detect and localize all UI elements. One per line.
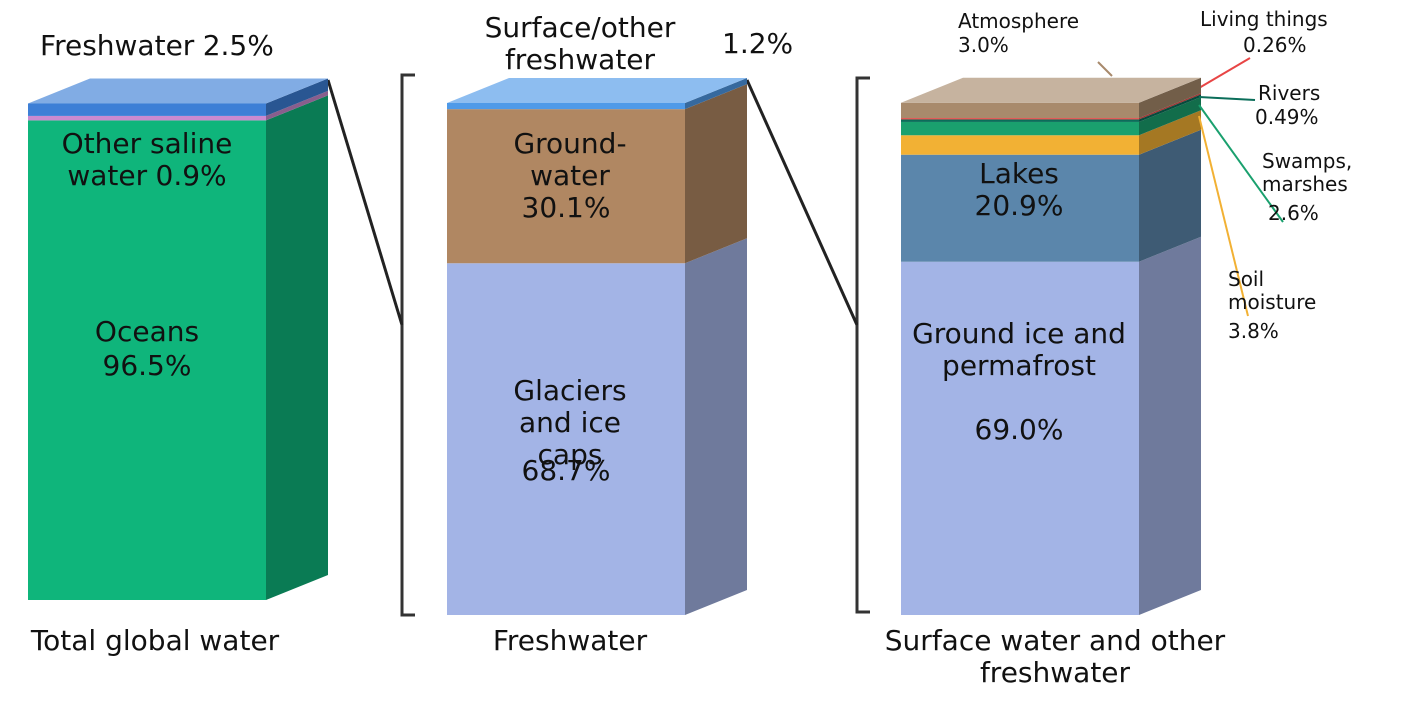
segment-name: Ground-water — [513, 127, 627, 193]
segment-side — [1139, 77, 1201, 119]
segment-name: Surface/other freshwater — [484, 11, 676, 77]
segment-label: Other saline water 0.9% — [28, 127, 266, 193]
segment-side — [685, 84, 747, 264]
category-label: Surface water and other freshwater — [884, 624, 1226, 690]
leader-line — [1198, 57, 1251, 89]
segment-name: Lakes — [979, 157, 1059, 190]
segment-name: Oceans — [94, 315, 200, 348]
segment-label: Freshwater 2.5% — [40, 29, 380, 62]
segment-name: Soil moisture — [1228, 267, 1317, 314]
segment-side — [1139, 110, 1201, 155]
category-label: Total global water — [30, 624, 280, 657]
segment-value: 2.6% — [1268, 201, 1319, 225]
segment-value: 96.5% — [102, 349, 192, 382]
segment — [901, 118, 1139, 120]
segment-name: Rivers — [1258, 81, 1321, 105]
segment-value: 0.26% — [1243, 33, 1307, 57]
segment — [28, 115, 266, 121]
bar-top — [901, 77, 1201, 103]
segment-value: 2.5% — [202, 29, 274, 62]
segment-side — [1139, 96, 1201, 136]
leader-line — [1198, 115, 1249, 317]
leader-line — [1097, 61, 1113, 77]
segment — [901, 121, 1139, 136]
segment — [447, 263, 685, 615]
bracket — [855, 76, 870, 614]
segment-value: 69.0% — [974, 413, 1064, 446]
category-label: Freshwater — [492, 624, 648, 657]
segment — [28, 103, 266, 116]
segment-side — [266, 78, 328, 116]
connector — [745, 79, 859, 326]
segment-value: 30.1% — [521, 191, 611, 224]
segment — [901, 102, 1139, 119]
segment-side — [1139, 94, 1201, 122]
segment — [28, 120, 266, 601]
segment-name: Glaciers and ice caps — [513, 374, 627, 472]
segment-side — [685, 78, 747, 110]
segment — [901, 135, 1139, 155]
segment-value: 3.8% — [1228, 319, 1279, 343]
segment-name: Swamps, marshes — [1262, 149, 1353, 196]
segment-value: 20.9% — [974, 189, 1064, 222]
segment-value: 0.49% — [1255, 105, 1319, 129]
segment-name: Atmosphere — [958, 9, 1080, 33]
segment — [901, 154, 1139, 262]
segment-value: 3.0% — [958, 33, 1009, 57]
bar-top — [28, 78, 328, 104]
segment-value: 1.2% — [722, 27, 794, 60]
bracket — [400, 73, 415, 617]
segment — [447, 109, 685, 264]
segment-name: Freshwater — [40, 29, 195, 62]
connector — [326, 79, 404, 326]
segment-side — [685, 238, 747, 616]
segment-side — [1139, 129, 1201, 262]
segment — [901, 261, 1139, 615]
segment-value: 68.7% — [521, 454, 611, 487]
segment-value: 0.9% — [155, 159, 227, 193]
bar-top — [447, 78, 747, 103]
segment-name: Ground ice and permafrost — [912, 317, 1126, 383]
segment — [447, 103, 685, 110]
segment-name: Living things — [1200, 7, 1328, 31]
segment-side — [266, 95, 328, 601]
segment-name: Other saline water — [61, 127, 233, 193]
leader-line — [1198, 104, 1284, 223]
segment — [901, 119, 1139, 122]
segment-side — [266, 90, 328, 121]
segment-side — [1139, 236, 1201, 615]
segment-side — [1139, 93, 1201, 120]
leader-line — [1198, 96, 1256, 101]
